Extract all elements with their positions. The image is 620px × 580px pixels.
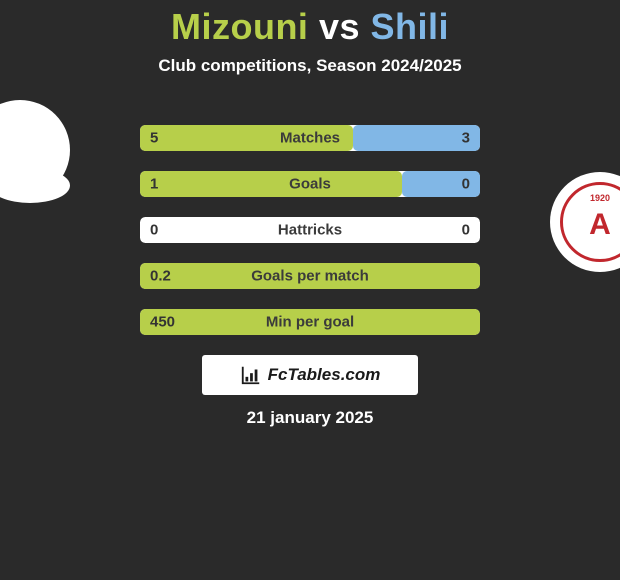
stat-left-value: 1 [150, 176, 158, 193]
stat-right-value: 0 [462, 222, 470, 239]
bar-fill-left [140, 171, 402, 197]
club-badge: 1920 A [560, 182, 620, 262]
vs-text: vs [319, 6, 360, 47]
subtitle: Club competitions, Season 2024/2025 [0, 56, 620, 76]
stat-row: 5 3 Matches [140, 125, 480, 151]
stat-row: 0 0 Hattricks [140, 217, 480, 243]
player2-name: Shili [371, 6, 450, 47]
watermark: FcTables.com [202, 355, 418, 395]
club-symbol: A [589, 208, 611, 242]
player1-avatar [0, 100, 70, 200]
stat-left-value: 450 [150, 314, 175, 331]
stat-left-value: 0 [150, 222, 158, 239]
stat-row: 0.2 Goals per match [140, 263, 480, 289]
stat-label: Matches [280, 130, 340, 147]
player2-avatar: 1920 A [550, 172, 620, 272]
stat-left-value: 0.2 [150, 268, 171, 285]
date: 21 january 2025 [0, 408, 620, 428]
stat-bars-container: 5 3 Matches 1 0 Goals 0 0 Hattricks 0.2 Goals per … [140, 125, 480, 355]
stat-row: 450 Min per goal [140, 309, 480, 335]
stat-label: Min per goal [266, 314, 354, 331]
watermark-text: FcTables.com [268, 365, 381, 385]
stat-label: Goals per match [251, 268, 369, 285]
stat-left-value: 5 [150, 130, 158, 147]
stat-right-value: 3 [462, 130, 470, 147]
stat-label: Goals [289, 176, 331, 193]
club-year: 1920 [590, 193, 610, 203]
stat-right-value: 0 [462, 176, 470, 193]
player1-name: Mizouni [171, 6, 308, 47]
stat-row: 1 0 Goals [140, 171, 480, 197]
chart-icon [240, 364, 262, 386]
comparison-title: Mizouni vs Shili [0, 0, 620, 48]
stat-label: Hattricks [278, 222, 342, 239]
